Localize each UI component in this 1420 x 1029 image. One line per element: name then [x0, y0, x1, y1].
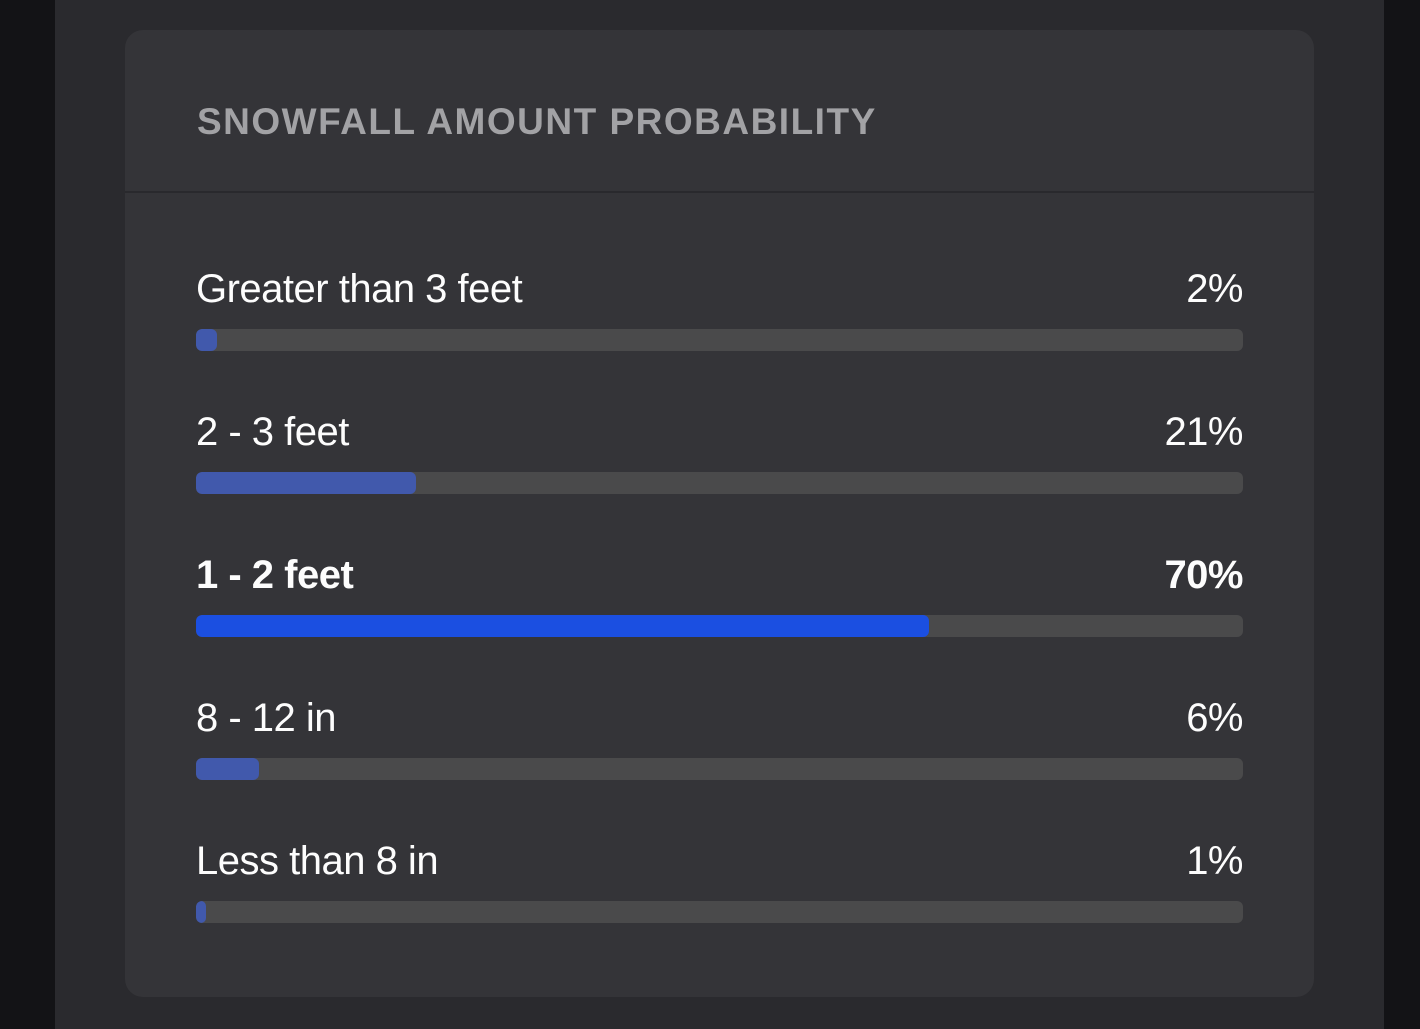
left-edge-strip	[0, 0, 55, 1029]
row-label: Less than 8 in	[196, 839, 439, 883]
right-edge-strip	[1384, 0, 1420, 1029]
progress-track	[196, 615, 1243, 637]
row-head: Less than 8 in 1%	[196, 838, 1243, 884]
progress-track	[196, 472, 1243, 494]
row-percent-value: 6%	[1186, 696, 1243, 740]
probability-row: 2 - 3 feet 21%	[196, 409, 1243, 494]
progress-track	[196, 758, 1243, 780]
progress-track	[196, 329, 1243, 351]
rows-container: Greater than 3 feet 2% 2 - 3 feet 21% 1 …	[125, 266, 1314, 923]
progress-fill	[196, 329, 217, 351]
card-title: SNOWFALL AMOUNT PROBABILITY	[197, 100, 877, 142]
row-head: 1 - 2 feet 70%	[196, 552, 1243, 598]
row-head: 8 - 12 in 6%	[196, 695, 1243, 741]
row-label: 2 - 3 feet	[196, 410, 349, 454]
row-percent-value: 2%	[1186, 267, 1243, 311]
row-head: Greater than 3 feet 2%	[196, 266, 1243, 312]
row-label: Greater than 3 feet	[196, 267, 523, 311]
probability-row: Less than 8 in 1%	[196, 838, 1243, 923]
row-head: 2 - 3 feet 21%	[196, 409, 1243, 455]
probability-row: 8 - 12 in 6%	[196, 695, 1243, 780]
progress-track	[196, 901, 1243, 923]
row-label: 8 - 12 in	[196, 696, 337, 740]
row-percent-value: 1%	[1186, 839, 1243, 883]
progress-fill	[196, 901, 207, 923]
progress-fill	[196, 615, 929, 637]
row-percent-value: 21%	[1164, 410, 1243, 454]
progress-fill	[196, 758, 259, 780]
row-label: 1 - 2 feet	[196, 553, 354, 597]
row-percent-value: 70%	[1164, 553, 1243, 597]
probability-row: Greater than 3 feet 2%	[196, 266, 1243, 351]
progress-fill	[196, 472, 416, 494]
probability-row: 1 - 2 feet 70%	[196, 552, 1243, 637]
snowfall-probability-card: SNOWFALL AMOUNT PROBABILITY Greater than…	[125, 30, 1314, 997]
card-header: SNOWFALL AMOUNT PROBABILITY	[125, 30, 1314, 193]
